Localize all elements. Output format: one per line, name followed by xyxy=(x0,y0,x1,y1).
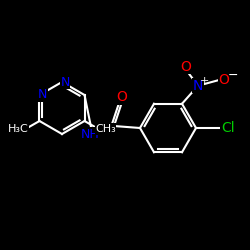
Text: O: O xyxy=(180,60,192,74)
Text: NH: NH xyxy=(80,128,100,140)
Text: N: N xyxy=(193,79,203,93)
Text: +: + xyxy=(199,76,209,86)
Text: N: N xyxy=(38,88,47,102)
Text: CH₃: CH₃ xyxy=(95,124,116,134)
Text: H₃C: H₃C xyxy=(8,124,29,134)
Text: O: O xyxy=(218,73,230,87)
Text: Cl: Cl xyxy=(221,121,235,135)
Text: N: N xyxy=(60,76,70,88)
Text: O: O xyxy=(116,90,128,104)
Text: −: − xyxy=(228,69,238,82)
